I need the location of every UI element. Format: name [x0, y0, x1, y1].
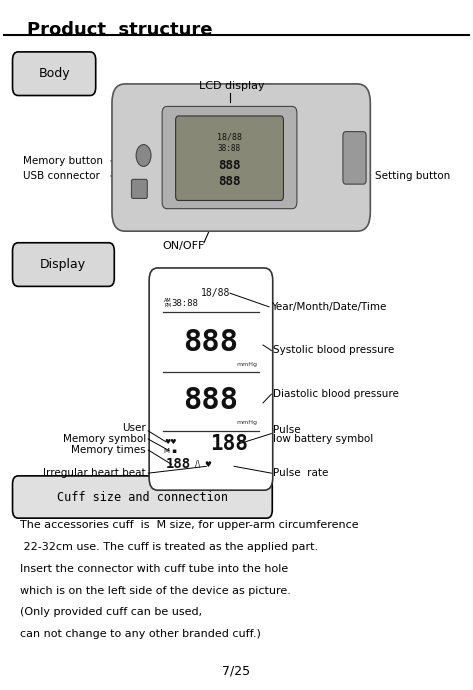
Text: 22-32cm use. The cuff is treated as the applied part.: 22-32cm use. The cuff is treated as the …: [20, 542, 318, 552]
Text: Year/Month/Date/Time: Year/Month/Date/Time: [272, 302, 387, 312]
Text: ♥♥: ♥♥: [165, 439, 177, 445]
FancyBboxPatch shape: [175, 116, 283, 201]
Text: 38:88: 38:88: [171, 299, 198, 308]
Text: User: User: [122, 423, 146, 433]
Text: Memory times: Memory times: [71, 445, 146, 455]
Text: Systolic blood pressure: Systolic blood pressure: [273, 346, 394, 355]
Text: 888: 888: [218, 175, 241, 188]
FancyBboxPatch shape: [149, 268, 273, 490]
Text: Display: Display: [40, 258, 86, 271]
Text: low battery symbol: low battery symbol: [273, 434, 373, 444]
FancyBboxPatch shape: [343, 132, 366, 184]
Text: Setting button: Setting button: [375, 171, 450, 181]
Text: 888: 888: [184, 386, 238, 415]
Text: 18/88: 18/88: [217, 132, 242, 141]
Text: LCD display: LCD display: [199, 81, 265, 91]
Text: Diastolic blood pressure: Diastolic blood pressure: [273, 389, 399, 399]
Text: mmHg: mmHg: [237, 420, 258, 425]
Text: Cuff size and connection: Cuff size and connection: [57, 491, 228, 504]
Text: (Only provided cuff can be used,: (Only provided cuff can be used,: [20, 607, 202, 618]
Text: can not change to any other branded cuff.): can not change to any other branded cuff…: [20, 629, 261, 639]
Text: 188: 188: [166, 457, 191, 471]
Text: which is on the left side of the device as picture.: which is on the left side of the device …: [20, 586, 291, 595]
FancyBboxPatch shape: [12, 476, 272, 518]
Text: Irregular heart beat: Irregular heart beat: [43, 468, 146, 478]
Text: 38:88: 38:88: [218, 144, 241, 153]
Text: Body: Body: [38, 67, 70, 80]
Text: Insert the connector with cuff tube into the hole: Insert the connector with cuff tube into…: [20, 564, 289, 574]
Text: 888: 888: [184, 328, 238, 357]
Text: Product  structure: Product structure: [27, 21, 213, 39]
Text: Pulse: Pulse: [273, 425, 300, 435]
Text: USB connector: USB connector: [23, 171, 100, 181]
FancyBboxPatch shape: [131, 179, 147, 199]
FancyBboxPatch shape: [162, 106, 297, 208]
FancyBboxPatch shape: [12, 52, 96, 95]
Text: 188: 188: [210, 434, 247, 454]
Text: M ▪: M ▪: [165, 448, 177, 453]
Text: Memory button: Memory button: [23, 156, 103, 166]
Text: AM
PM: AM PM: [164, 297, 172, 308]
Text: Pulse  rate: Pulse rate: [273, 468, 328, 478]
Circle shape: [136, 145, 151, 166]
FancyBboxPatch shape: [12, 243, 114, 286]
Text: The accessories cuff  is  M size, for upper-arm circumference: The accessories cuff is M size, for uppe…: [20, 520, 359, 530]
Text: /\  ♥: /\ ♥: [195, 460, 211, 469]
Text: mmHg: mmHg: [237, 362, 258, 366]
Text: 888: 888: [218, 159, 241, 172]
Text: 18/88: 18/88: [201, 288, 230, 298]
Text: ON/OFF: ON/OFF: [162, 241, 204, 251]
FancyBboxPatch shape: [112, 84, 370, 231]
Text: Memory symbol: Memory symbol: [62, 434, 146, 444]
Text: 7/25: 7/25: [222, 664, 251, 678]
